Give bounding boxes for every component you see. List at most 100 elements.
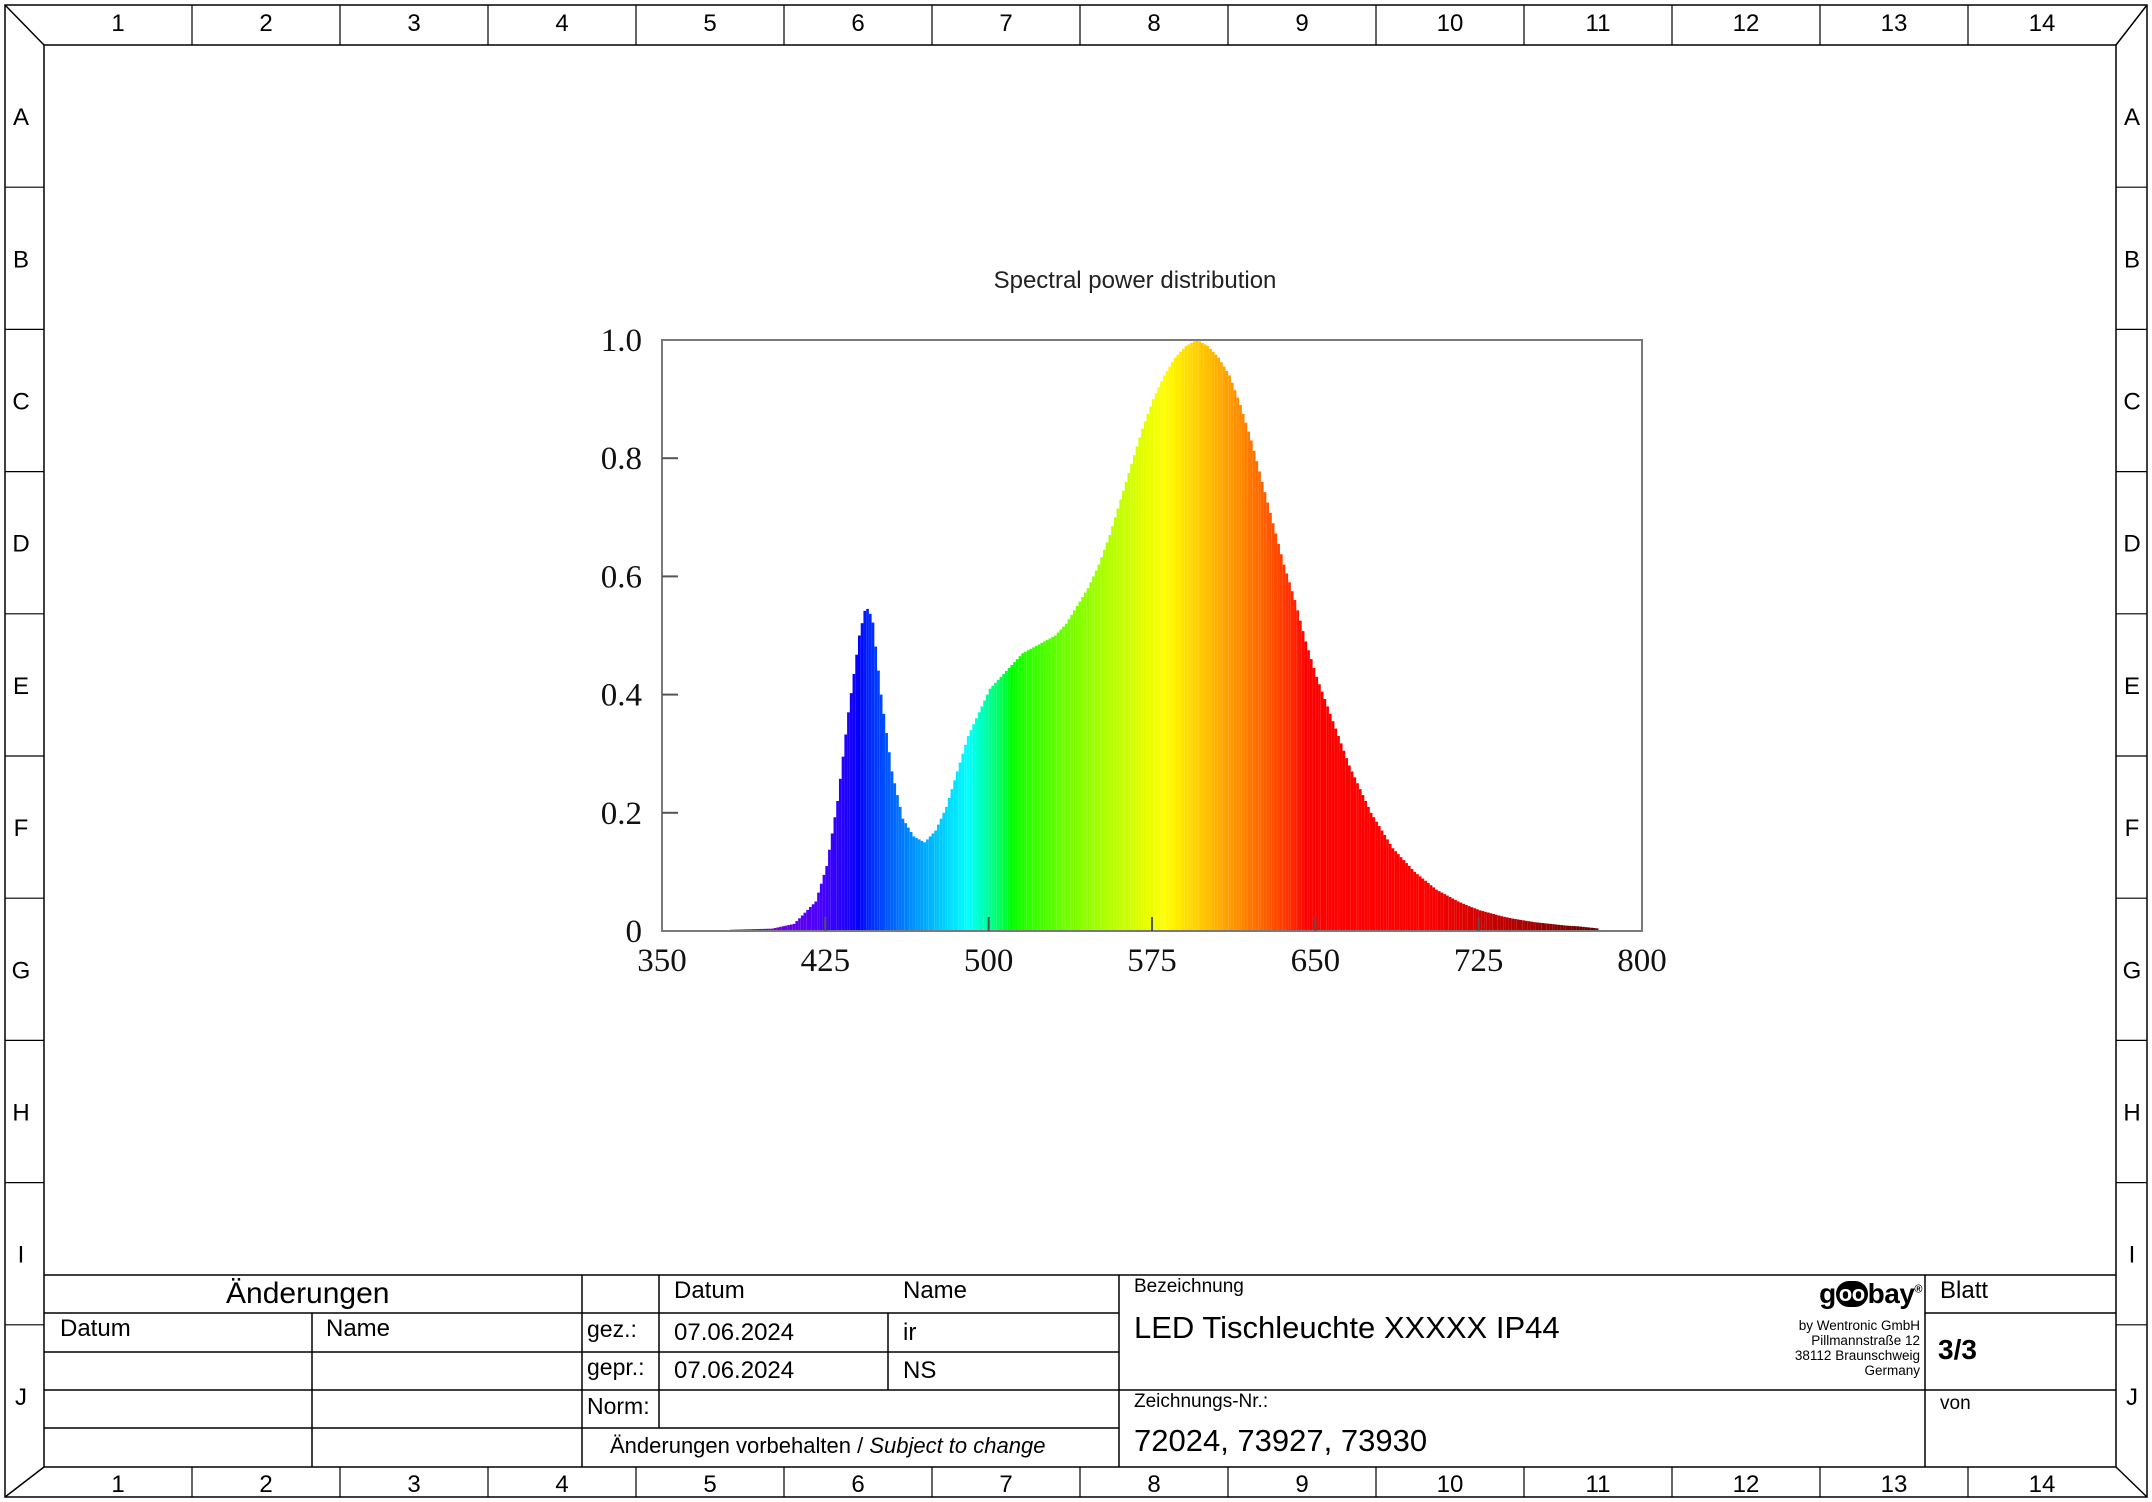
- chart-title: Spectral power distribution: [994, 267, 1277, 294]
- spectrum-bar: [1168, 366, 1172, 932]
- frame-row-label: J: [15, 1384, 27, 1411]
- spectrum-bar: [1195, 340, 1199, 931]
- checked-by-label: gepr.:: [587, 1354, 645, 1380]
- spectrum-bar: [1141, 428, 1144, 931]
- spectrum-bar: [1421, 878, 1425, 931]
- spectrum-bar: [1541, 923, 1544, 931]
- x-axis: 350 425 500 575 650 725 800: [637, 917, 1667, 979]
- spectrum-bar: [1320, 691, 1324, 931]
- frame-col-label: 10: [1437, 1471, 1464, 1498]
- spectrum-bar: [1432, 887, 1436, 931]
- spectrum-bar: [789, 924, 793, 931]
- spectrum-bar: [1209, 348, 1212, 931]
- spectrum-bar: [1451, 898, 1455, 931]
- spectrum-bar: [942, 812, 946, 931]
- spectrum-bar: [1514, 919, 1517, 931]
- spectrum-bar: [1533, 922, 1536, 931]
- name-column-header: Name: [903, 1277, 968, 1304]
- spectrum-bar: [1394, 851, 1397, 931]
- spectrum-bar: [1568, 925, 1572, 931]
- spectrum-bar: [877, 670, 880, 931]
- spectrum-bar: [1100, 557, 1103, 931]
- frame-row-label: D: [2123, 531, 2140, 558]
- spectrum-bar: [1271, 523, 1275, 931]
- y-tick-label: 1.0: [601, 323, 642, 359]
- spectrum-bar: [798, 918, 801, 931]
- spectrum-bar: [1206, 345, 1210, 931]
- spectrum-bar: [1201, 342, 1204, 932]
- spectrum-bar: [923, 842, 927, 931]
- spectrum-bar: [1157, 387, 1161, 931]
- spectrum-bar: [762, 928, 766, 931]
- spectrum-bar: [1410, 868, 1414, 931]
- spectrum-bar: [1478, 910, 1482, 931]
- frame-row-label: I: [2129, 1242, 2136, 1269]
- spectrum-bar: [776, 927, 780, 931]
- spectrum-bar: [1492, 914, 1495, 931]
- spectrum-bar: [852, 673, 856, 931]
- company-line-1: by Wentronic GmbH: [1798, 1318, 1920, 1333]
- spectrum-bar: [866, 608, 869, 931]
- spectrum-bar: [770, 928, 774, 931]
- spectrum-bar: [1002, 673, 1005, 931]
- frame-col-label: 7: [999, 10, 1012, 37]
- frame-col-label: 1: [111, 1471, 124, 1498]
- frame-col-label: 3: [407, 1471, 420, 1498]
- spectrum-bar: [1418, 876, 1422, 931]
- spectrum-bar: [879, 694, 883, 931]
- sheet-label: Blatt: [1940, 1277, 1989, 1304]
- spectrum-bar: [1579, 926, 1583, 931]
- spectrum-bar: [904, 823, 907, 931]
- spectrum-bar: [1497, 915, 1501, 931]
- spectrum-bar: [1122, 490, 1125, 931]
- frame-row-label: B: [13, 246, 29, 273]
- spectrum-bar: [847, 712, 850, 931]
- spectrum-bar: [1089, 582, 1093, 931]
- spectrum-bar: [1296, 610, 1299, 931]
- spectrum-bar: [1386, 839, 1389, 931]
- frame-row-label: D: [12, 531, 29, 558]
- spectrum-bar: [1462, 903, 1466, 931]
- spectrum-bar: [1405, 863, 1408, 931]
- spectrum-bar: [1437, 891, 1441, 931]
- spectrum-bar: [1304, 641, 1308, 931]
- spectrum-bar: [1233, 390, 1237, 931]
- frame-col-label: 1: [111, 10, 124, 37]
- spectrum-bar: [1522, 920, 1525, 931]
- frame-row-label: G: [2123, 957, 2142, 984]
- spectrum-bar: [1288, 582, 1291, 931]
- spectrum-bar: [1255, 461, 1259, 931]
- spectrum-bar: [1086, 588, 1090, 931]
- spectrum-bar: [863, 610, 867, 932]
- spectrum-bar: [985, 694, 989, 931]
- spectrum-bar: [1127, 472, 1131, 931]
- spectrum-bar: [795, 921, 799, 931]
- frame-col-label: 6: [851, 10, 864, 37]
- spectrum-bar: [1424, 880, 1427, 931]
- spectrum-bar: [1309, 659, 1313, 931]
- spectrum-bar: [1228, 375, 1231, 932]
- spectrum-bar: [1503, 916, 1506, 931]
- spectrum-bar: [1473, 908, 1476, 931]
- spectrum-bar: [1230, 382, 1234, 932]
- drawn-by-label: gez.:: [587, 1316, 637, 1342]
- frame-col-label: 11: [1586, 1471, 1611, 1498]
- spectrum-bar: [1250, 440, 1253, 931]
- frame-col-label: 8: [1147, 1471, 1160, 1498]
- spectrum-bar: [1560, 925, 1564, 931]
- spectrum-bar: [1217, 357, 1221, 932]
- spectrum-bar: [1263, 492, 1267, 931]
- spectrum-bar: [1348, 765, 1351, 931]
- spectrum-bar: [958, 762, 962, 931]
- sheet-value: 3/3: [1938, 1334, 1977, 1365]
- spectrum-bar: [1587, 927, 1591, 931]
- spectrum-bar: [1018, 656, 1022, 931]
- spectrum-bar: [1331, 721, 1335, 931]
- spectrum-bar: [939, 818, 943, 931]
- spectrum-bar: [947, 798, 951, 931]
- spectrum-bar: [1358, 789, 1362, 931]
- spectrum-bar: [917, 839, 921, 931]
- spectrum-bar: [841, 756, 845, 931]
- spectrum-bar: [980, 706, 984, 931]
- spectrum-bar: [1546, 923, 1550, 931]
